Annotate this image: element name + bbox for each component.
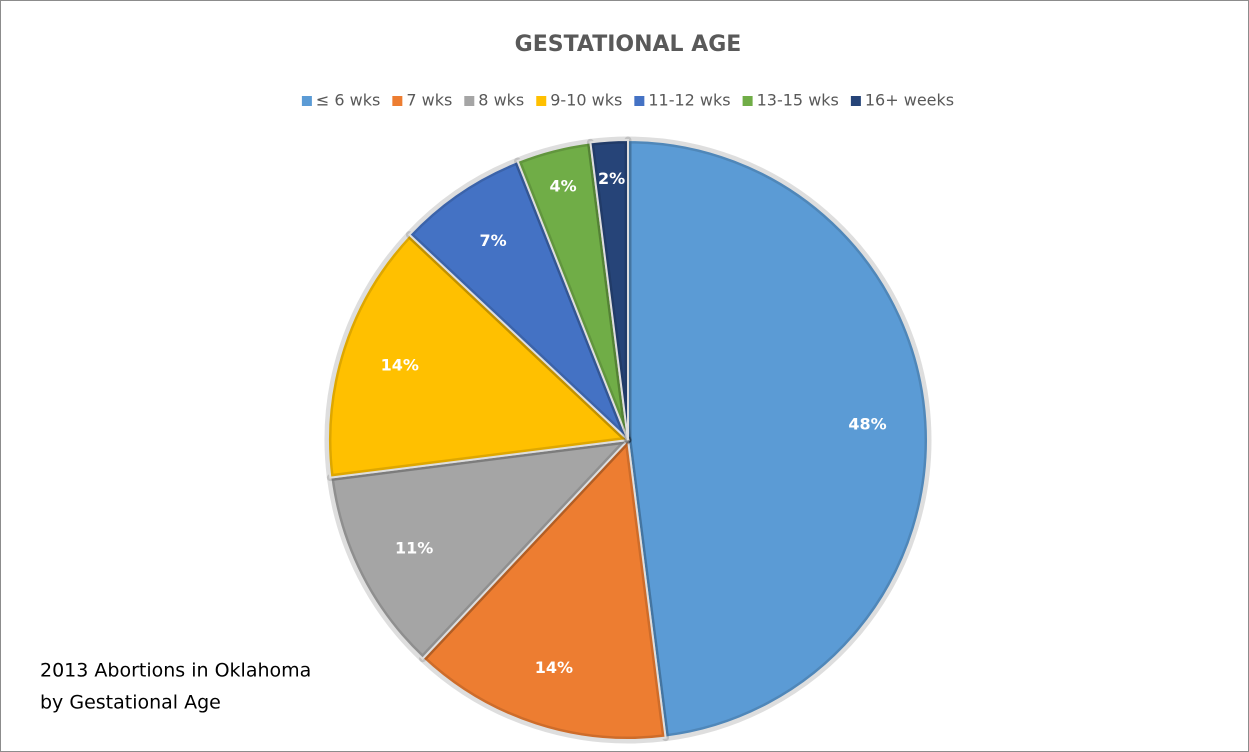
annotation: by Gestational Age [40,692,221,714]
legend-swatch [392,96,403,106]
legend: ≤ 6 wks 7 wks 8 wks 9-10 wks 11-12 wks 13-15 … [301,91,954,110]
legend-swatch [301,96,312,106]
pie-slice [407,159,629,441]
legend-label: 16+ weeks [865,91,954,110]
data-label: 7% [480,231,507,250]
legend-label: ≤ 6 wks [316,91,380,110]
slice-border [405,157,632,444]
legend-swatch [850,96,861,106]
pie-slice [589,138,629,441]
data-label: 14% [381,355,419,374]
pie-slice [627,138,929,739]
legend-swatch [634,96,645,106]
legend-swatch [742,96,753,106]
legend-label: 9-10 wks [550,91,622,110]
legend-label: 13-15 wks [757,91,839,110]
pie-slice [329,438,631,661]
data-label: 14% [535,658,573,677]
slice-border [419,436,670,744]
slice-border [324,231,632,482]
data-label: 4% [550,177,577,196]
annotation: 2013 Abortions in Oklahoma [40,660,311,682]
data-label: 2% [598,169,625,188]
slice-border [624,136,932,742]
slice-border [326,436,632,663]
legend-label: 7 wks [406,91,452,110]
legend-swatch [464,96,475,106]
pie-slice [327,233,631,479]
data-label: 48% [848,414,886,433]
data-label: 11% [395,538,433,557]
slice-border [586,136,632,444]
legend-label: 11-12 wks [648,91,730,110]
legend-swatch [536,96,547,106]
pie-slice [421,437,667,741]
legend-label: 8 wks [478,91,524,110]
chart-title: GESTATIONAL AGE [515,32,742,57]
